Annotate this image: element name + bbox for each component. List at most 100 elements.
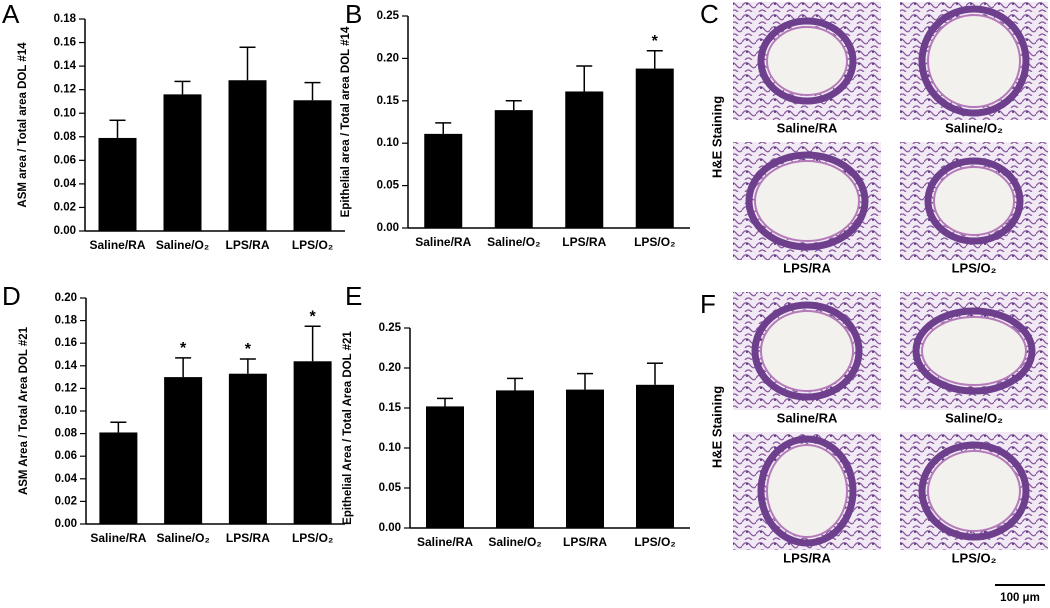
y-tick-label: 0.10 <box>379 442 401 454</box>
image-caption: LPS/RA <box>783 260 831 275</box>
airway-lumen <box>933 166 1015 236</box>
airway-wall <box>757 17 857 105</box>
stain-label: H&E Staining <box>709 96 724 178</box>
x-tick-label: Saline/RA <box>415 235 471 249</box>
y-tick-label: 0.06 <box>55 450 77 462</box>
y-tick-label: 0.20 <box>377 52 399 64</box>
airway-wall <box>751 301 863 401</box>
bar <box>496 390 534 528</box>
y-tick-label: 0.25 <box>377 10 400 22</box>
error-bar <box>304 81 321 101</box>
bar <box>98 137 137 231</box>
x-tick-label: Saline/O₂ <box>488 535 541 549</box>
bar <box>566 389 604 528</box>
y-tick-label: 0.08 <box>55 428 78 440</box>
y-tick-label: 0.14 <box>55 360 78 372</box>
y-tick-label: 0.10 <box>54 107 76 119</box>
significance-marker: * <box>310 308 317 325</box>
y-tick-label: 0.18 <box>55 315 78 327</box>
y-tick-label: 0.02 <box>54 201 76 213</box>
bar <box>565 91 604 228</box>
panel-label: A <box>2 0 20 29</box>
bar <box>635 68 674 229</box>
y-tick-label: 0.15 <box>377 95 400 107</box>
y-tick-label: 0.00 <box>55 518 77 530</box>
error-bar <box>110 421 127 433</box>
x-tick-label: LPS/RA <box>226 531 270 545</box>
y-tick-label: 0.25 <box>379 322 402 334</box>
error-bar <box>576 65 593 92</box>
image-caption: Saline/O₂ <box>945 410 1003 425</box>
image-caption: Saline/O₂ <box>945 120 1003 135</box>
y-tick-label: 0.05 <box>379 482 402 494</box>
y-tick-label: 0.05 <box>377 180 400 192</box>
error-bar <box>174 80 191 95</box>
significance-marker: * <box>180 340 187 357</box>
significance-marker: * <box>245 341 252 358</box>
airway-lumen <box>927 14 1021 108</box>
y-tick-label: 0.12 <box>55 382 77 394</box>
x-tick-label: LPS/O₂ <box>292 531 333 545</box>
airway-wall <box>918 5 1030 117</box>
image-caption: LPS/RA <box>783 550 831 565</box>
y-tick-label: 0.16 <box>54 37 76 49</box>
error-bar <box>239 46 256 81</box>
error-bar <box>507 377 523 391</box>
airway-wall <box>745 151 869 251</box>
image-caption: LPS/O₂ <box>952 260 997 275</box>
airway-wall <box>918 441 1030 541</box>
airway-lumen <box>921 316 1027 386</box>
y-axis-title: Epithelial area / Total area DOL #14 <box>340 26 352 217</box>
airway-wall <box>912 307 1036 395</box>
bar <box>293 361 332 524</box>
x-tick-label: LPS/RA <box>225 238 269 252</box>
error-bar <box>435 122 452 134</box>
x-tick-label: Saline/O₂ <box>156 238 209 252</box>
y-tick-label: 0.06 <box>54 154 76 166</box>
x-tick-label: Saline/O₂ <box>156 531 209 545</box>
error-bar <box>304 325 321 362</box>
image-caption: LPS/O₂ <box>952 550 997 565</box>
bar <box>228 80 267 231</box>
y-tick-label: 0.16 <box>55 337 77 349</box>
y-tick-label: 0.00 <box>379 522 401 534</box>
bar <box>293 100 332 232</box>
airway-wall <box>924 157 1024 245</box>
bar <box>228 373 267 524</box>
bar <box>494 110 533 228</box>
y-tick-label: 0.20 <box>379 362 401 374</box>
bar <box>426 406 464 528</box>
y-tick-label: 0.02 <box>55 495 77 507</box>
x-tick-label: LPS/RA <box>563 535 607 549</box>
airway-lumen <box>760 310 854 392</box>
error-bar <box>577 372 593 390</box>
error-bar <box>239 358 256 374</box>
scale-bar-label: 100 μm <box>1000 592 1040 604</box>
airway-wall <box>757 435 857 547</box>
error-bar <box>437 397 453 407</box>
x-tick-label: Saline/RA <box>89 238 145 252</box>
bar <box>424 133 463 228</box>
y-axis-title: ASM area / Total area DOL #14 <box>17 42 29 208</box>
x-tick-label: LPS/O₂ <box>292 238 333 252</box>
panel-label: F <box>700 289 716 319</box>
bar <box>164 377 203 524</box>
image-caption: Saline/RA <box>777 410 838 425</box>
y-axis-title: ASM Area / Total Area DOL #21 <box>18 326 30 495</box>
bar <box>99 432 138 524</box>
y-tick-label: 0.04 <box>54 178 77 190</box>
x-tick-label: LPS/O₂ <box>634 235 675 249</box>
airway-lumen <box>754 160 860 242</box>
y-tick-label: 0.12 <box>54 84 76 96</box>
y-tick-label: 0.10 <box>55 405 77 417</box>
panel-label: B <box>345 0 362 29</box>
airway-lumen <box>766 444 848 538</box>
bar <box>163 94 202 231</box>
panel-label: E <box>345 281 362 311</box>
error-bar <box>109 119 126 138</box>
y-tick-label: 0.04 <box>55 473 78 485</box>
image-caption: Saline/RA <box>777 120 838 135</box>
x-tick-label: LPS/O₂ <box>634 535 675 549</box>
error-bar <box>647 362 663 385</box>
